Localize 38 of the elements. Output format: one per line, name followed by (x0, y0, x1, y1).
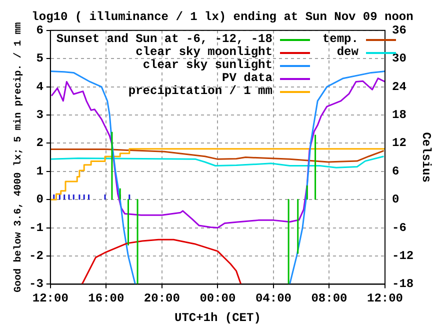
y-tick-label: 1 (36, 164, 44, 178)
legend-label: temp. (322, 32, 358, 46)
legend-label: clear sky moonlight (136, 45, 272, 60)
x-axis-title: UTC+1h (CET) (174, 310, 261, 325)
y-tick-label: 0 (36, 192, 44, 207)
x-tick-label: 16:00 (88, 291, 124, 306)
y-tick-label: 4 (36, 80, 44, 94)
y2-axis-title: Celsius (418, 132, 433, 183)
chart-title: log10 ( illuminance / 1 lx) ending at Sun Nov 09 noon (32, 10, 414, 24)
x-tick-label: 00:00 (200, 291, 236, 306)
y2-tick-label: -18 (392, 277, 414, 292)
y-tick-label: -3 (28, 277, 44, 292)
x-tick-label: 12:00 (32, 291, 68, 306)
legend-label: PV data (222, 71, 272, 86)
x-tick-label: 12:00 (366, 291, 404, 306)
legend-label: dew (336, 45, 358, 60)
legend-label: precipitation / 1 mm (128, 84, 272, 98)
y2-tick-label: -12 (392, 249, 414, 264)
y-tick-label: 2 (36, 136, 44, 150)
y-tick-label: 6 (36, 23, 44, 38)
y-tick-label: -2 (28, 249, 44, 264)
x-tick-label: 04:00 (255, 291, 292, 306)
y2-tick-label: 6 (392, 164, 400, 178)
y-axis-title: Good below 3.6, 4000 lx; 5 min precip. / 1 mm (12, 22, 25, 292)
y2-tick-label: 12 (392, 136, 406, 150)
x-tick-label: 08:00 (311, 291, 348, 306)
legend-label: Sunset and Sun at -6, -12, -18 (56, 32, 272, 46)
y2-tick-label: 18 (392, 108, 406, 122)
y2-tick-label: 30 (392, 52, 406, 66)
y2-tick-label: 0 (392, 192, 400, 207)
y2-tick-label: 24 (392, 80, 406, 94)
x-tick-label: 20:00 (144, 291, 180, 306)
y-tick-label: -1 (28, 220, 44, 235)
y-tick-label: 3 (36, 108, 44, 122)
y2-tick-label: -6 (392, 220, 406, 235)
y2-tick-label: 36 (392, 23, 406, 38)
legend-label: clear sky sunlight (142, 58, 272, 72)
y-tick-label: 5 (36, 52, 44, 66)
